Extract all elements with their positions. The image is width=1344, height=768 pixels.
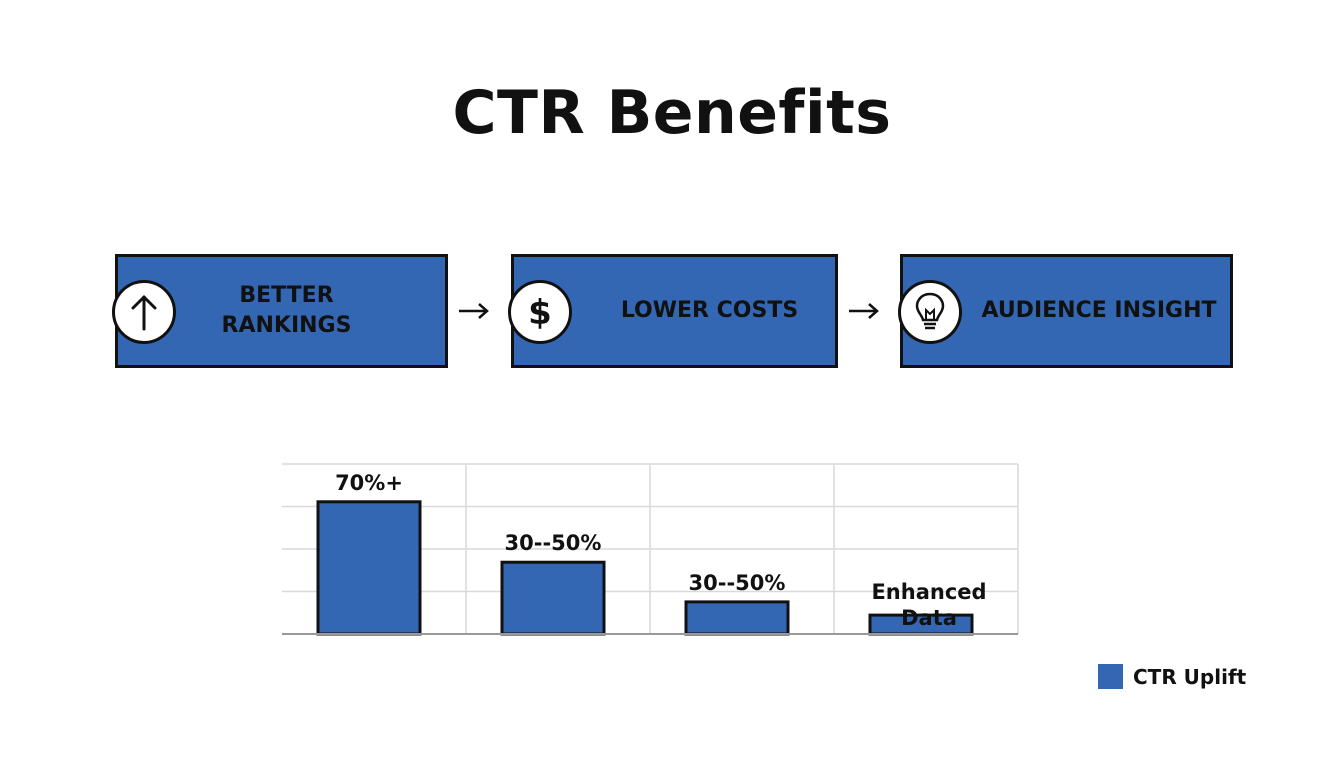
flow-label-line: RANKINGS [221, 313, 352, 338]
data-label: 30--50% [689, 571, 786, 595]
data-label: Enhanced Data [871, 580, 986, 630]
flow-label-audience-insight: AUDIENCE INSIGHT [973, 257, 1225, 365]
page-title: CTR Benefits [452, 78, 892, 148]
lightbulb-icon [898, 280, 962, 344]
bar [316, 500, 422, 636]
legend-swatch [1098, 664, 1123, 689]
flow-box-better-rankings: BETTER RANKINGS [115, 254, 448, 368]
flow-label-line: AUDIENCE INSIGHT [981, 298, 1217, 323]
bar [684, 600, 790, 636]
legend-label: CTR Uplift [1133, 664, 1247, 689]
bar [500, 560, 606, 636]
dollar-icon: $ [508, 280, 572, 344]
svg-text:$: $ [528, 293, 552, 333]
flow-label-line: LOWER COSTS [620, 298, 799, 323]
flow-arrow-icon [849, 303, 879, 319]
flow-arrow-icon [459, 303, 489, 319]
chart-legend: CTR Uplift [1098, 664, 1246, 689]
flow-label-better-rankings: BETTER RANKINGS [198, 257, 375, 365]
flow-label-line: BETTER [239, 283, 334, 308]
flow-box-lower-costs: LOWER COSTS [511, 254, 838, 368]
flow-label-lower-costs: LOWER COSTS [594, 257, 825, 365]
arrow-up-icon [112, 280, 176, 344]
data-label: 70%+ [335, 471, 403, 495]
data-label: 30--50% [505, 531, 602, 555]
